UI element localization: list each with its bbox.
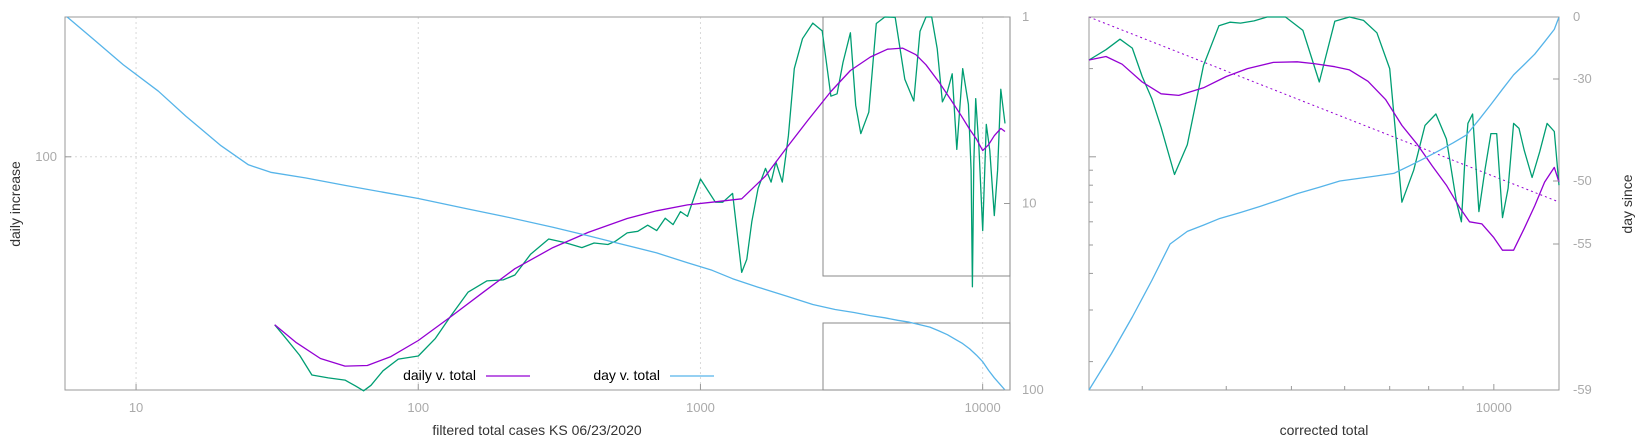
right-series	[1088, 16, 1560, 391]
right-x-axis-label: corrected total	[1280, 422, 1369, 438]
left-plot-frame	[64, 16, 1011, 391]
left-x-tick-label: 10	[129, 400, 143, 415]
right-plot: 10000 0 -30 -50 -55 -59 corrected total day s…	[1088, 9, 1635, 438]
inset-box-lower	[822, 322, 1011, 391]
series-day-v-total-line	[66, 16, 1006, 391]
trend-dotted-line	[1088, 16, 1560, 203]
right-y2-tick-label: -30	[1573, 71, 1592, 86]
right-smooth-daily-line	[1088, 55, 1560, 251]
left-plot: 10 100 1000 10000 100 1 10 100 filtered total c…	[7, 9, 1044, 438]
left-x-tick-label: 1000	[686, 400, 715, 415]
right-raw-daily-line	[1088, 16, 1560, 223]
series-raw-daily-line	[274, 16, 1006, 392]
series-daily-v-total-line	[274, 47, 1006, 367]
right-ticks: 10000 0 -30 -50 -55 -59	[1089, 9, 1592, 415]
inset-box-upper	[822, 16, 1011, 277]
right-y2-tick-label: 0	[1573, 9, 1580, 24]
left-gridlines	[65, 17, 1010, 390]
right-plot-frame	[1088, 16, 1560, 391]
right-y-axis-label: day since	[1619, 174, 1635, 233]
left-ticks: 10 100 1000 10000 100 1 10 100	[35, 9, 1043, 415]
left-x-axis-label: filtered total cases KS 06/23/2020	[432, 422, 642, 438]
left-y-axis-label: daily increase	[7, 161, 23, 247]
right-y2-tick-label: -59	[1573, 382, 1592, 397]
legend-label-daily: daily v. total	[403, 367, 476, 383]
legend-label-day: day v. total	[593, 367, 660, 383]
left-x-tick-label: 10000	[965, 400, 1001, 415]
left-y2-tick-label: 100	[1022, 382, 1044, 397]
right-y2-tick-label: -55	[1573, 236, 1592, 251]
left-x-tick-label: 100	[407, 400, 429, 415]
left-y-tick-label: 100	[35, 149, 57, 164]
left-y2-tick-label: 1	[1022, 9, 1029, 24]
left-y2-tick-label: 10	[1022, 196, 1036, 211]
right-x-tick-label: 10000	[1476, 400, 1512, 415]
legend: daily v. total day v. total	[403, 367, 714, 383]
left-series	[66, 16, 1006, 392]
right-y2-tick-label: -50	[1573, 173, 1592, 188]
right-day-since-line	[1088, 16, 1560, 391]
